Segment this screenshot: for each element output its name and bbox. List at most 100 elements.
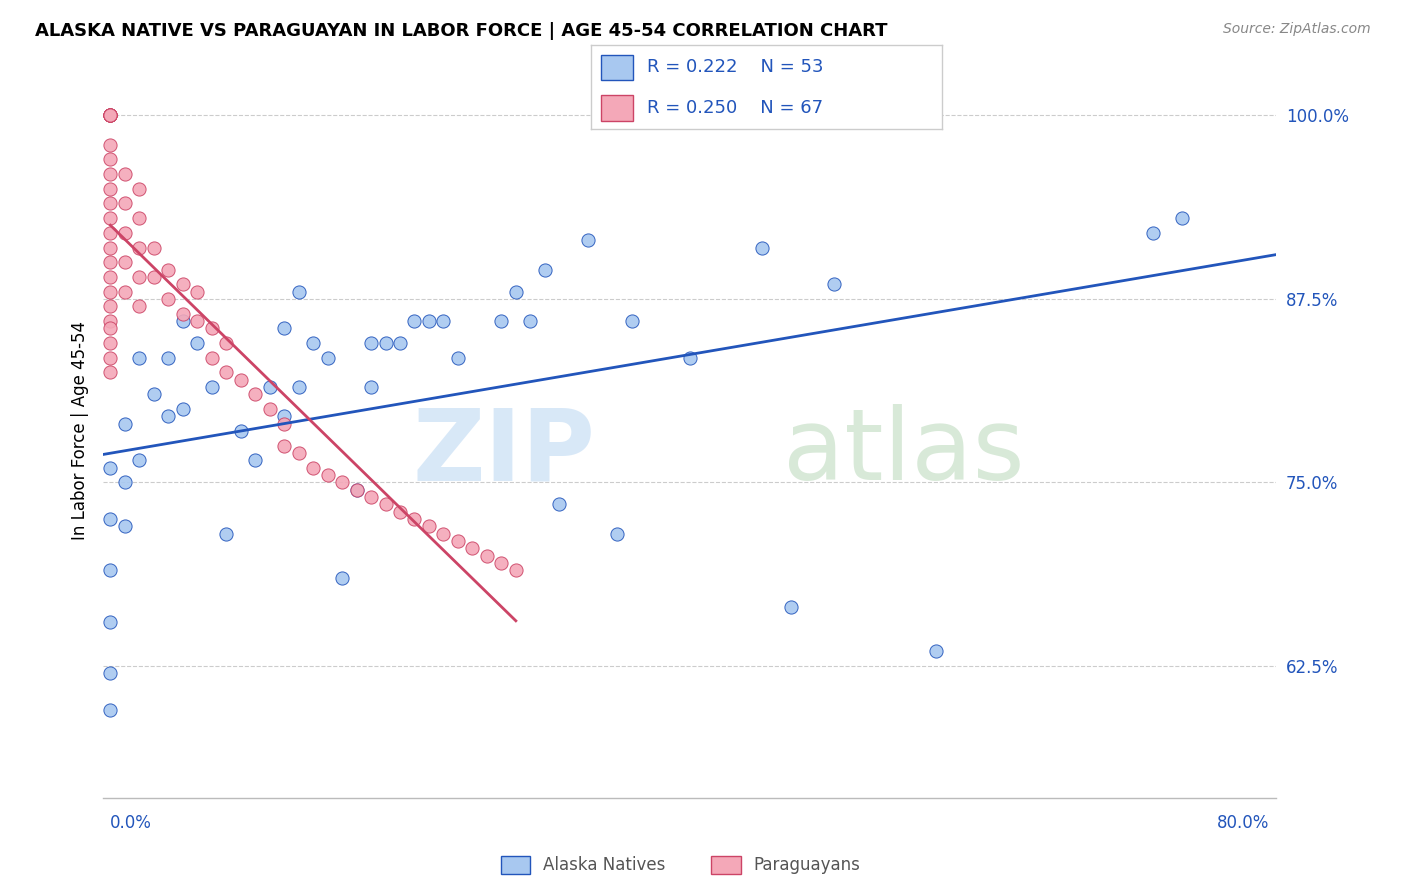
Point: [98, 666, 121, 681]
Text: R = 0.250    N = 67: R = 0.250 N = 67: [647, 99, 823, 117]
FancyBboxPatch shape: [602, 95, 633, 120]
Point: [273, 417, 295, 431]
Point: [98, 285, 121, 299]
Point: [186, 285, 208, 299]
Point: [432, 526, 454, 541]
Point: [157, 262, 180, 277]
Point: [388, 335, 411, 350]
Point: [215, 335, 238, 350]
Point: [98, 365, 121, 379]
Point: [360, 490, 382, 504]
Point: [751, 240, 773, 254]
Point: [243, 453, 266, 467]
Point: [98, 321, 121, 335]
Point: [330, 571, 353, 585]
Point: [606, 526, 628, 541]
Point: [172, 277, 194, 292]
Point: [128, 269, 150, 284]
Point: [201, 351, 224, 365]
Point: [678, 351, 700, 365]
Point: [505, 563, 527, 577]
Point: [98, 255, 121, 269]
Point: [259, 401, 281, 416]
Point: [98, 108, 121, 122]
Point: [287, 446, 309, 460]
Point: [418, 519, 440, 533]
Point: [98, 269, 121, 284]
Point: [114, 475, 136, 490]
Point: [98, 240, 121, 254]
Point: [128, 211, 150, 226]
Point: [114, 285, 136, 299]
Point: [548, 497, 571, 511]
Point: [98, 299, 121, 313]
Point: [157, 351, 180, 365]
Point: [172, 314, 194, 328]
Point: [1142, 226, 1164, 240]
Point: [98, 460, 121, 475]
Point: [432, 314, 454, 328]
Point: [316, 351, 339, 365]
Point: [273, 439, 295, 453]
Point: [98, 108, 121, 122]
Point: [98, 167, 121, 181]
Point: [346, 483, 368, 497]
Point: [98, 226, 121, 240]
Point: [172, 307, 194, 321]
Point: [98, 335, 121, 350]
Point: [98, 153, 121, 167]
Point: [114, 519, 136, 533]
Point: [360, 335, 382, 350]
Point: [316, 467, 339, 482]
Point: [259, 380, 281, 394]
Text: Source: ZipAtlas.com: Source: ZipAtlas.com: [1223, 22, 1371, 37]
Point: [128, 182, 150, 196]
Point: [273, 409, 295, 424]
Point: [215, 526, 238, 541]
Point: [128, 299, 150, 313]
Point: [142, 387, 165, 401]
Point: [404, 512, 426, 526]
Text: atlas: atlas: [783, 404, 1025, 501]
Point: [172, 401, 194, 416]
Point: [287, 380, 309, 394]
Text: 80.0%: 80.0%: [1216, 814, 1268, 832]
Point: [98, 108, 121, 122]
Point: [98, 137, 121, 152]
Point: [475, 549, 498, 563]
Point: [418, 314, 440, 328]
Point: [620, 314, 643, 328]
Point: [114, 196, 136, 211]
Point: [1171, 211, 1194, 226]
Point: [142, 269, 165, 284]
Point: [98, 351, 121, 365]
Point: [330, 475, 353, 490]
Point: [491, 314, 513, 328]
Point: [404, 314, 426, 328]
FancyBboxPatch shape: [602, 54, 633, 80]
Point: [128, 240, 150, 254]
Point: [157, 292, 180, 306]
Point: [114, 226, 136, 240]
Point: [273, 321, 295, 335]
Point: [98, 563, 121, 577]
Point: [533, 262, 555, 277]
Point: [519, 314, 541, 328]
Point: [142, 240, 165, 254]
Point: [360, 380, 382, 394]
Point: [128, 351, 150, 365]
Point: [128, 453, 150, 467]
Point: [823, 277, 845, 292]
Point: [447, 351, 470, 365]
Point: [447, 534, 470, 549]
Point: [346, 483, 368, 497]
Point: [186, 335, 208, 350]
Point: [186, 314, 208, 328]
Point: [98, 615, 121, 629]
Point: [302, 460, 325, 475]
Point: [98, 512, 121, 526]
Point: [491, 556, 513, 570]
Point: [98, 703, 121, 717]
Text: Alaska Natives: Alaska Natives: [543, 856, 665, 874]
Text: ALASKA NATIVE VS PARAGUAYAN IN LABOR FORCE | AGE 45-54 CORRELATION CHART: ALASKA NATIVE VS PARAGUAYAN IN LABOR FOR…: [35, 22, 887, 40]
